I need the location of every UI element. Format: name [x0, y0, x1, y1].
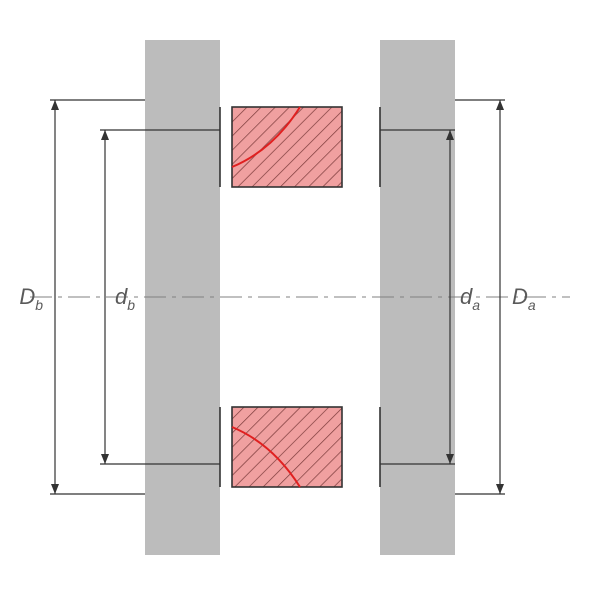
bearing-section-bottom	[232, 407, 342, 487]
label-Da: Da	[512, 284, 536, 313]
label-db: db	[115, 284, 135, 313]
label-da: da	[460, 284, 480, 313]
bearing-diagram: Db db da Da	[0, 0, 600, 600]
label-Db: Db	[19, 284, 43, 313]
bearing-section-top	[232, 107, 342, 187]
